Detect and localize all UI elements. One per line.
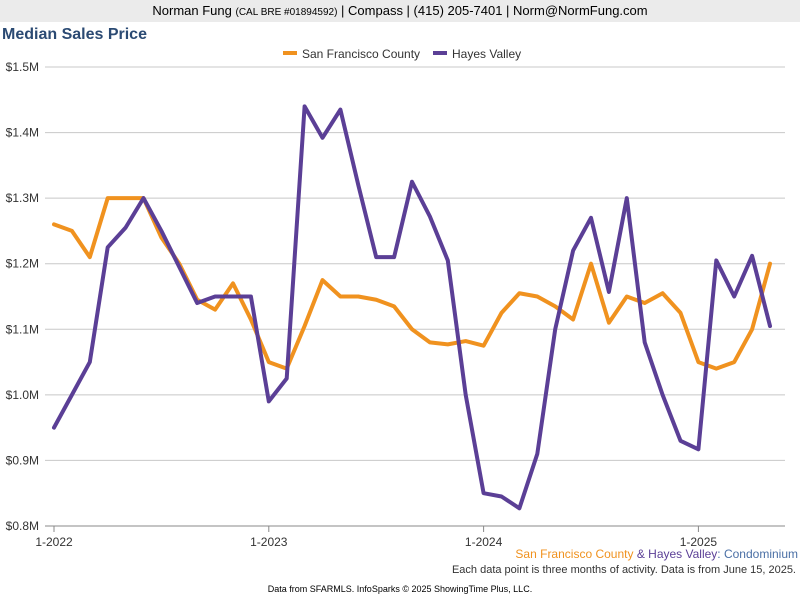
y-tick-label: $1.3M (6, 191, 39, 205)
x-tick-label: 1-2025 (680, 535, 718, 549)
y-tick-label: $0.8M (6, 519, 39, 533)
legend-hayes-valley-label: Hayes Valley (452, 47, 521, 61)
y-tick-label: $1.5M (6, 60, 39, 74)
series-line-san-francisco-county (52, 196, 772, 371)
caption-amp: & (633, 547, 649, 561)
caption-sf: San Francisco County (515, 547, 634, 561)
agent-contact: | Compass | (415) 205-7401 | Norm@NormFu… (341, 3, 648, 18)
y-tick-label: $1.0M (6, 388, 39, 402)
agent-name: Norman Fung (152, 3, 232, 18)
agent-license: (CAL BRE #01894592) (235, 7, 338, 18)
y-tick-label: $1.4M (6, 126, 39, 140)
y-tick-label: $1.1M (6, 322, 39, 336)
series-line-hayes-valley (52, 104, 772, 511)
agent-header: Norman Fung (CAL BRE #01894592) | Compas… (0, 0, 800, 22)
chart-title: Median Sales Price (2, 26, 147, 43)
x-tick-label: 1-2024 (465, 535, 503, 549)
caption-hv: Hayes Valley (648, 547, 718, 561)
series-caption: San Francisco County & Hayes Valley: Con… (515, 547, 798, 561)
footer-credit: Data from SFARMLS. InfoSparks © 2025 Sho… (267, 584, 533, 594)
y-tick-label: $1.2M (6, 257, 39, 271)
x-tick-label: 1-2023 (250, 535, 288, 549)
caption-type: : Condominium (717, 547, 798, 561)
y-tick-label: $0.9M (6, 453, 39, 467)
x-tick-label: 1-2022 (35, 535, 73, 549)
legend-san-francisco-county-label: San Francisco County (302, 47, 420, 61)
data-note: Each data point is three months of activ… (451, 564, 796, 576)
